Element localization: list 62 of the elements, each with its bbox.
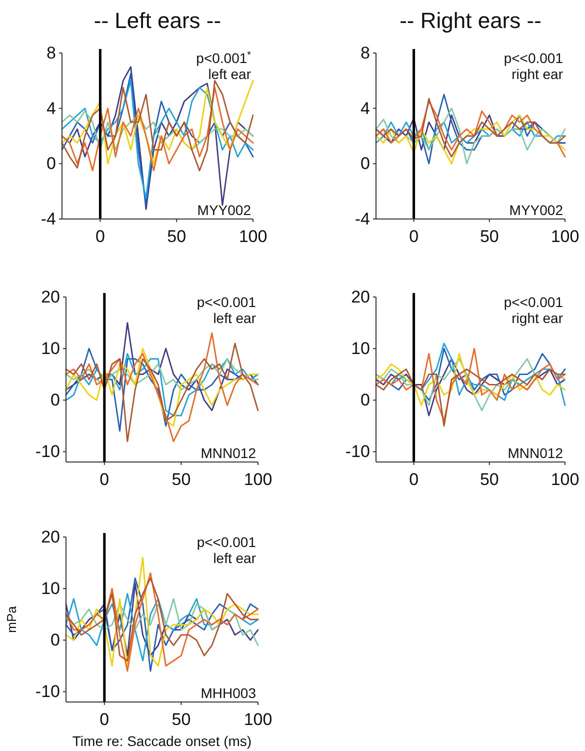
y-tick-label: 0 (360, 154, 370, 174)
annotation: left ear (208, 66, 252, 82)
x-tick-label: 100 (550, 470, 580, 489)
annotation: p<0.001$^{*}$ (196, 50, 252, 66)
line-series (65, 353, 259, 416)
x-tick-label: 50 (172, 710, 191, 729)
y-tick-label: 20 (41, 287, 60, 306)
x-tick-label: 0 (100, 470, 110, 489)
x-tick-label: 0 (409, 227, 419, 246)
annotation: MHH003 (200, 685, 256, 701)
annotation: right ear (512, 66, 564, 82)
y-tick-label: 10 (41, 339, 60, 358)
annotation: p<<0.001 (196, 294, 256, 310)
y-tick-label: 4 (360, 98, 370, 118)
y-tick-label: 8 (46, 43, 56, 62)
chart-title: -- Left ears -- (94, 8, 222, 33)
y-tick-label: -10 (35, 442, 60, 462)
y-axis-title: mPa (4, 605, 19, 633)
x-tick-label: 0 (409, 470, 419, 489)
line-series (375, 348, 566, 422)
y-tick-label: 8 (360, 43, 370, 62)
annotation: MNN012 (508, 445, 564, 461)
y-tick-label: 4 (46, 98, 56, 118)
y-tick-label: 0 (46, 154, 56, 174)
y-tick-label: -4 (354, 209, 370, 228)
y-tick-label: 20 (41, 527, 60, 546)
y-tick-label: 10 (351, 339, 370, 358)
annotation: p<<0.001 (504, 294, 564, 310)
x-tick-label: 100 (244, 710, 272, 729)
x-tick-label: 0 (95, 227, 105, 246)
x-tick-label: 50 (480, 470, 499, 489)
y-tick-label: -10 (35, 682, 60, 702)
line-series (375, 368, 566, 427)
y-tick-label: 20 (351, 287, 370, 306)
x-tick-label: 100 (238, 227, 268, 246)
annotation: p<<0.001 (196, 534, 256, 550)
line-series (65, 593, 259, 662)
y-tick-label: -10 (345, 442, 370, 462)
y-tick-label: 10 (41, 579, 60, 598)
x-tick-label: 100 (244, 470, 272, 489)
x-tick-label: 100 (550, 227, 580, 246)
line-series (65, 322, 259, 412)
line-series (65, 358, 259, 391)
chart-title: -- Right ears -- (400, 8, 542, 33)
x-axis-title: Time re: Saccade onset (ms) (72, 733, 252, 749)
x-tick-label: 50 (167, 227, 186, 246)
y-tick-label: 0 (50, 630, 60, 650)
x-tick-label: 50 (480, 227, 499, 246)
annotation: left ear (213, 550, 256, 566)
x-tick-label: 50 (172, 470, 191, 489)
x-tick-label: 0 (100, 710, 110, 729)
line-series (375, 353, 566, 406)
annotation: left ear (213, 310, 256, 326)
annotation: right ear (512, 310, 564, 326)
annotation: MYY002 (509, 202, 564, 218)
annotation: MYY002 (197, 202, 252, 218)
line-series (61, 110, 254, 151)
y-tick-label: -4 (40, 209, 56, 228)
y-tick-label: 0 (360, 390, 370, 410)
annotation: p<<0.001 (504, 50, 564, 66)
y-tick-label: 0 (50, 390, 60, 410)
annotation: MNN012 (200, 445, 256, 461)
